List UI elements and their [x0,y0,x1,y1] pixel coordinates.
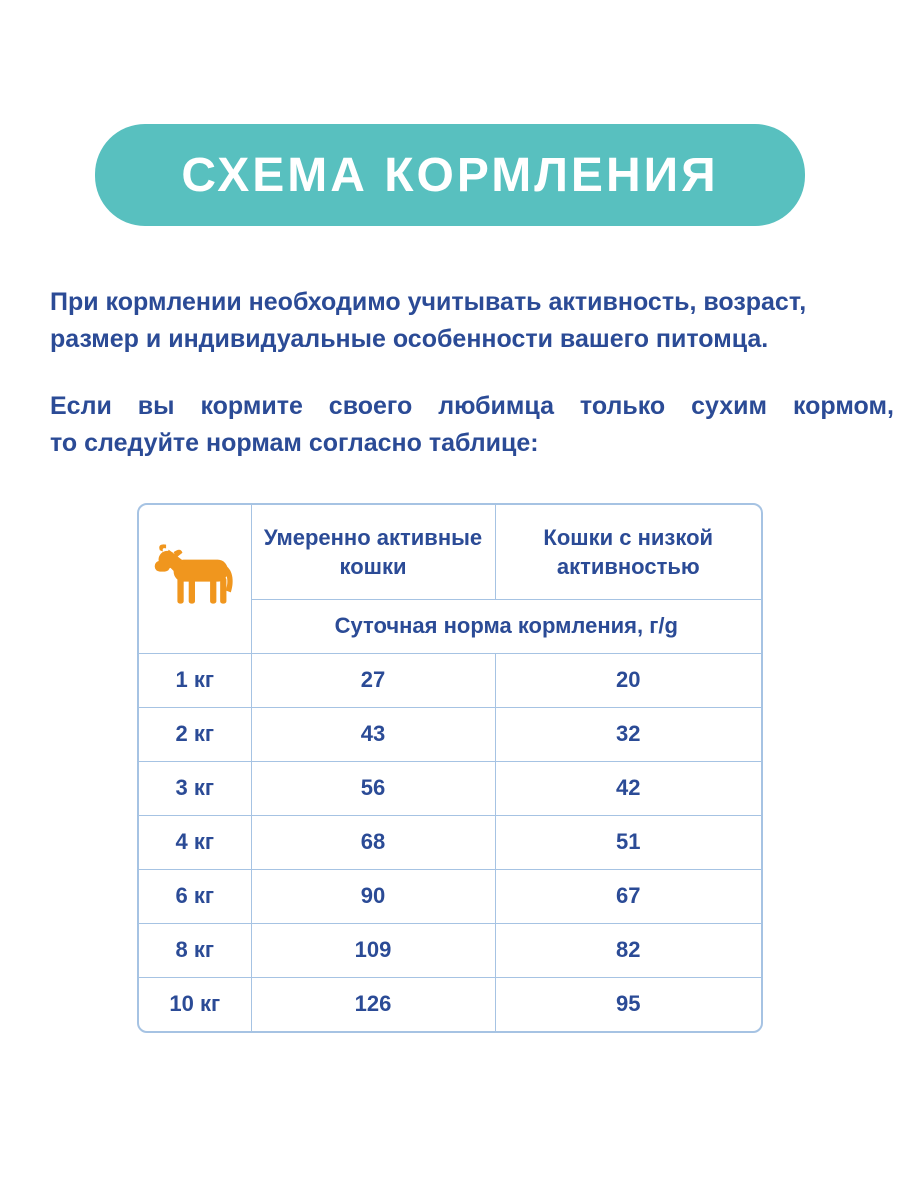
low-value-cell: 32 [494,706,761,762]
weight-cell: 6 кг [139,868,252,924]
paragraph-line: При кормлении необходимо учитывать актив… [50,288,807,316]
weight-cell: 8 кг [139,922,252,978]
table-subheader: Суточная норма кормления, г/g [251,598,761,654]
intro-text: При кормлении необходимо учитывать актив… [50,284,894,492]
paragraph-dry-food-note: Если вы кормите своего любимца только су… [50,388,894,462]
title-banner: СХЕМА КОРМЛЕНИЯ [95,124,805,226]
moderate-value-cell: 90 [250,868,496,924]
weight-cell: 1 кг [139,652,252,708]
subheader-row: Суточная норма кормления, г/g [139,598,761,654]
moderate-value-cell: 126 [250,976,496,1031]
paragraph-line: то следуйте нормам согласно таблице: [50,429,539,457]
paragraph-line: Если вы кормите своего любимца только су… [50,392,894,420]
column-header-low-activity: Кошки с низкой активностью [494,505,761,600]
table-row: 10 кг 126 95 [139,976,761,1031]
paragraph-activity-note: При кормлении необходимо учитывать актив… [50,284,850,358]
moderate-value-cell: 27 [250,652,496,708]
table-row: 8 кг 109 82 [139,922,761,978]
moderate-value-cell: 43 [250,706,496,762]
page-title: СХЕМА КОРМЛЕНИЯ [181,148,719,202]
column-header-moderately-active: Умеренно активные кошки [250,505,496,600]
weight-cell: 2 кг [139,706,252,762]
low-value-cell: 20 [494,652,761,708]
low-value-cell: 67 [494,868,761,924]
low-value-cell: 82 [494,922,761,978]
weight-cell: 10 кг [139,976,252,1031]
table-row: 6 кг 90 67 [139,868,761,924]
table-row: 3 кг 56 42 [139,760,761,816]
table-row: 4 кг 68 51 [139,814,761,870]
moderate-value-cell: 109 [250,922,496,978]
low-value-cell: 95 [494,976,761,1031]
moderate-value-cell: 68 [250,814,496,870]
feeding-table-container: Умеренно активные кошки Кошки с низкой а… [137,503,763,1033]
cow-icon-cell [139,505,252,654]
header-row: Умеренно активные кошки Кошки с низкой а… [139,505,761,654]
table-row: 2 кг 43 32 [139,706,761,762]
table-row: 1 кг 27 20 [139,652,761,708]
weight-cell: 4 кг [139,814,252,870]
low-value-cell: 42 [494,760,761,816]
paragraph-line: размер и индивидуальные особенности ваше… [50,325,769,353]
weight-cell: 3 кг [139,760,252,816]
low-value-cell: 51 [494,814,761,870]
cow-icon [154,544,233,604]
moderate-value-cell: 56 [250,760,496,816]
feeding-table: Умеренно активные кошки Кошки с низкой а… [139,505,761,1031]
